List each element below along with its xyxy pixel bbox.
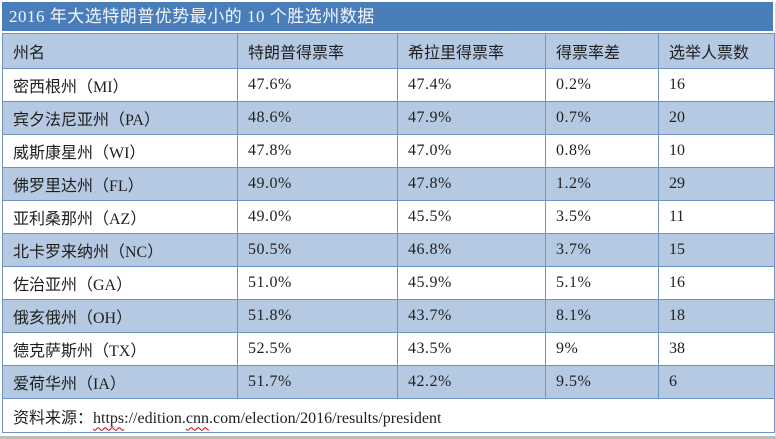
cell-state: 北卡罗来纳州（NC） [2,233,238,267]
table-title: 2016 年大选特朗普优势最小的 10 个胜选州数据 [2,2,773,31]
cell-electoral-votes: 10 [658,134,775,168]
cell-trump-share: 48.6% [237,101,398,135]
cell-hillary-share: 47.8% [397,167,546,201]
cell-share-diff: 0.2% [545,68,659,102]
cell-electoral-votes: 6 [658,365,775,399]
cell-trump-share: 51.8% [237,299,398,333]
election-data-table: 州名 特朗普得票率 希拉里得票率 得票率差 选举人票数 密西根州（MI） 47.… [2,33,775,433]
cell-hillary-share: 43.5% [397,332,546,366]
source-url-part: ://edition. [124,409,186,427]
cell-hillary-share: 47.9% [397,101,546,135]
cell-hillary-share: 47.0% [397,134,546,168]
cell-hillary-share: 46.8% [397,233,546,267]
header-row: 州名 特朗普得票率 希拉里得票率 得票率差 选举人票数 [2,33,775,69]
cell-electoral-votes: 38 [658,332,775,366]
cell-electoral-votes: 11 [658,200,775,234]
source-url-link[interactable]: https://edition.cnn.com/election/2016/re… [93,410,441,427]
col-header-electoral-votes: 选举人票数 [658,33,775,69]
source-url-part: cnn [185,409,210,427]
cell-share-diff: 1.2% [545,167,659,201]
table-row: 威斯康星州（WI） 47.8% 47.0% 0.8% 10 [2,134,775,168]
cell-hillary-share: 47.4% [397,68,546,102]
source-url-part: https [93,409,125,427]
source-label: 资料来源： [13,409,94,427]
cell-trump-share: 49.0% [237,167,398,201]
source-row: 资料来源：https://edition.cnn.com/election/20… [2,398,775,433]
table-row: 佛罗里达州（FL） 49.0% 47.8% 1.2% 29 [2,167,775,201]
cell-state: 佐治亚州（GA） [2,266,238,300]
cell-share-diff: 5.1% [545,266,659,300]
cell-trump-share: 47.6% [237,68,398,102]
source-cell: 资料来源：https://edition.cnn.com/election/20… [2,398,775,433]
cell-trump-share: 51.0% [237,266,398,300]
cell-trump-share: 51.7% [237,365,398,399]
table-row: 亚利桑那州（AZ） 49.0% 45.5% 3.5% 11 [2,200,775,234]
cell-hillary-share: 43.7% [397,299,546,333]
cell-electoral-votes: 18 [658,299,775,333]
table-row: 北卡罗来纳州（NC） 50.5% 46.8% 3.7% 15 [2,233,775,267]
cell-share-diff: 3.5% [545,200,659,234]
cell-hillary-share: 45.5% [397,200,546,234]
cell-state: 宾夕法尼亚州（PA） [2,101,238,135]
table-row: 爱荷华州（IA） 51.7% 42.2% 9.5% 6 [2,365,775,399]
cell-state: 亚利桑那州（AZ） [2,200,238,234]
col-header-trump-share: 特朗普得票率 [237,33,398,69]
table-row: 俄亥俄州（OH） 51.8% 43.7% 8.1% 18 [2,299,775,333]
col-header-state: 州名 [2,33,238,69]
cell-share-diff: 8.1% [545,299,659,333]
cell-share-diff: 0.8% [545,134,659,168]
table-row: 密西根州（MI） 47.6% 47.4% 0.2% 16 [2,68,775,102]
cell-trump-share: 49.0% [237,200,398,234]
cell-state: 密西根州（MI） [2,68,238,102]
cell-trump-share: 47.8% [237,134,398,168]
cell-state: 佛罗里达州（FL） [2,167,238,201]
cell-electoral-votes: 16 [658,266,775,300]
col-header-hillary-share: 希拉里得票率 [397,33,546,69]
cell-electoral-votes: 29 [658,167,775,201]
cell-state: 俄亥俄州（OH） [2,299,238,333]
source-url-part: .com/election/2016/results/president [209,409,442,427]
cell-hillary-share: 42.2% [397,365,546,399]
col-header-share-diff: 得票率差 [545,33,659,69]
cell-electoral-votes: 15 [658,233,775,267]
cell-state: 爱荷华州（IA） [2,365,238,399]
table-body: 密西根州（MI） 47.6% 47.4% 0.2% 16 宾夕法尼亚州（PA） … [2,68,775,399]
table-row: 德克萨斯州（TX） 52.5% 43.5% 9% 38 [2,332,775,366]
cell-share-diff: 0.7% [545,101,659,135]
cell-state: 德克萨斯州（TX） [2,332,238,366]
cell-electoral-votes: 16 [658,68,775,102]
cell-electoral-votes: 20 [658,101,775,135]
cell-trump-share: 52.5% [237,332,398,366]
cell-share-diff: 9% [545,332,659,366]
cell-share-diff: 9.5% [545,365,659,399]
cell-trump-share: 50.5% [237,233,398,267]
cell-hillary-share: 45.9% [397,266,546,300]
table-row: 宾夕法尼亚州（PA） 48.6% 47.9% 0.7% 20 [2,101,775,135]
table-row: 佐治亚州（GA） 51.0% 45.9% 5.1% 16 [2,266,775,300]
cell-share-diff: 3.7% [545,233,659,267]
cell-state: 威斯康星州（WI） [2,134,238,168]
